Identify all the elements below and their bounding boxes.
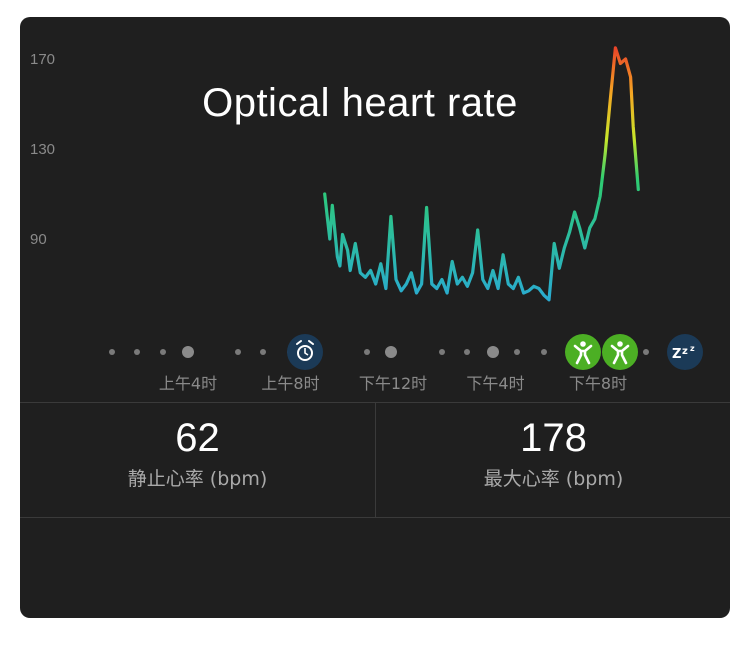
heart-rate-line xyxy=(323,46,640,302)
max-heart-rate-stat[interactable]: 178 最大心率 (bpm) xyxy=(376,403,730,517)
timeline-major-dot xyxy=(385,346,397,358)
alarm-clock-icon[interactable] xyxy=(287,334,323,370)
timeline-dot xyxy=(235,349,241,355)
resting-heart-rate-label: 静止心率 (bpm) xyxy=(127,468,268,490)
timeline-dot xyxy=(514,349,520,355)
max-heart-rate-value: 178 xyxy=(520,416,587,460)
y-tick-label: 170 xyxy=(30,51,55,68)
x-tick-label: 下午4时 xyxy=(466,374,524,393)
svg-text:Z: Z xyxy=(672,347,681,362)
y-tick-label: 130 xyxy=(30,141,55,158)
chart-title: Optical heart rate xyxy=(202,81,518,125)
svg-text:z: z xyxy=(682,346,688,357)
x-tick-label: 上午8时 xyxy=(261,374,319,393)
timeline-dot xyxy=(439,349,445,355)
timeline-dot xyxy=(260,349,266,355)
stats-row: 62 静止心率 (bpm) 178 最大心率 (bpm) xyxy=(20,402,730,518)
person-activity-icon[interactable] xyxy=(602,334,638,370)
timeline-major-dot xyxy=(182,346,194,358)
timeline-dot xyxy=(160,349,166,355)
timeline-dot xyxy=(364,349,370,355)
svg-text:z: z xyxy=(690,344,695,353)
x-tick-label: 下午12时 xyxy=(359,374,427,393)
max-heart-rate-label: 最大心率 (bpm) xyxy=(483,468,624,490)
timeline-major-dot xyxy=(487,346,499,358)
timeline-dot xyxy=(541,349,547,355)
resting-heart-rate-value: 62 xyxy=(175,416,220,460)
person-activity-icon[interactable] xyxy=(565,334,601,370)
x-tick-label: 下午8时 xyxy=(569,374,627,393)
resting-heart-rate-stat[interactable]: 62 静止心率 (bpm) xyxy=(20,403,376,517)
timeline-dot xyxy=(464,349,470,355)
x-tick-label: 上午4时 xyxy=(159,374,217,393)
timeline-dot xyxy=(134,349,140,355)
timeline-dot xyxy=(109,349,115,355)
timeline-dot xyxy=(643,349,649,355)
y-tick-label: 90 xyxy=(30,231,47,248)
